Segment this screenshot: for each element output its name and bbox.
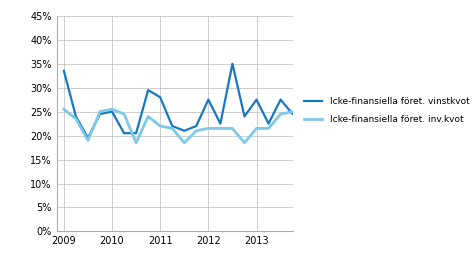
Icke-finansiella föret. inv.kvot <box>109 108 115 111</box>
Icke-finansiella föret. vinstkvot <box>61 69 67 73</box>
Icke-finansiella föret. vinstkvot <box>386 120 392 123</box>
Icke-finansiella föret. vinstkvot <box>314 64 320 68</box>
Line: Icke-finansiella föret. vinstkvot: Icke-finansiella föret. vinstkvot <box>64 64 401 138</box>
Icke-finansiella föret. vinstkvot <box>133 132 139 135</box>
Legend: Icke-finansiella föret. vinstkvot, Icke-finansiella föret. inv.kvot: Icke-finansiella föret. vinstkvot, Icke-… <box>304 97 469 124</box>
Icke-finansiella föret. vinstkvot <box>169 124 175 128</box>
Icke-finansiella föret. inv.kvot <box>97 110 103 113</box>
Icke-finansiella föret. inv.kvot <box>133 141 139 144</box>
Icke-finansiella föret. inv.kvot <box>302 117 308 120</box>
Icke-finansiella föret. vinstkvot <box>218 122 223 125</box>
Icke-finansiella föret. vinstkvot <box>121 132 127 135</box>
Icke-finansiella föret. vinstkvot <box>302 96 308 99</box>
Icke-finansiella föret. inv.kvot <box>181 141 187 144</box>
Icke-finansiella föret. inv.kvot <box>362 127 368 130</box>
Icke-finansiella föret. vinstkvot <box>109 110 115 113</box>
Icke-finansiella föret. vinstkvot <box>145 88 151 92</box>
Icke-finansiella föret. inv.kvot <box>374 117 380 120</box>
Icke-finansiella föret. vinstkvot <box>266 122 271 125</box>
Icke-finansiella föret. inv.kvot <box>85 139 91 142</box>
Icke-finansiella föret. inv.kvot <box>314 124 320 128</box>
Icke-finansiella föret. inv.kvot <box>205 127 211 130</box>
Icke-finansiella föret. vinstkvot <box>157 96 163 99</box>
Icke-finansiella föret. inv.kvot <box>73 117 79 120</box>
Icke-finansiella föret. inv.kvot <box>278 113 283 116</box>
Icke-finansiella föret. vinstkvot <box>229 62 235 65</box>
Icke-finansiella föret. inv.kvot <box>218 127 223 130</box>
Icke-finansiella föret. vinstkvot <box>290 113 295 116</box>
Icke-finansiella föret. inv.kvot <box>229 127 235 130</box>
Line: Icke-finansiella föret. inv.kvot: Icke-finansiella föret. inv.kvot <box>64 109 401 143</box>
Icke-finansiella föret. vinstkvot <box>181 129 187 132</box>
Icke-finansiella föret. vinstkvot <box>97 113 103 116</box>
Icke-finansiella föret. inv.kvot <box>338 124 344 128</box>
Icke-finansiella föret. inv.kvot <box>61 108 67 111</box>
Icke-finansiella föret. vinstkvot <box>398 134 404 137</box>
Icke-finansiella föret. vinstkvot <box>326 117 332 120</box>
Icke-finansiella föret. inv.kvot <box>350 124 356 128</box>
Icke-finansiella föret. inv.kvot <box>157 124 163 128</box>
Icke-finansiella föret. vinstkvot <box>350 108 356 111</box>
Icke-finansiella föret. inv.kvot <box>398 134 404 137</box>
Icke-finansiella föret. vinstkvot <box>85 136 91 140</box>
Icke-finansiella föret. vinstkvot <box>253 98 259 101</box>
Icke-finansiella föret. inv.kvot <box>169 127 175 130</box>
Icke-finansiella föret. inv.kvot <box>145 115 151 118</box>
Icke-finansiella föret. inv.kvot <box>326 134 332 137</box>
Icke-finansiella föret. inv.kvot <box>253 127 259 130</box>
Icke-finansiella föret. vinstkvot <box>374 74 380 77</box>
Icke-finansiella föret. vinstkvot <box>205 98 211 101</box>
Icke-finansiella föret. inv.kvot <box>194 129 199 132</box>
Icke-finansiella föret. inv.kvot <box>386 120 392 123</box>
Icke-finansiella föret. inv.kvot <box>290 110 295 113</box>
Icke-finansiella föret. vinstkvot <box>194 124 199 128</box>
Icke-finansiella föret. vinstkvot <box>278 98 283 101</box>
Icke-finansiella föret. vinstkvot <box>73 115 79 118</box>
Icke-finansiella föret. inv.kvot <box>242 141 247 144</box>
Icke-finansiella föret. inv.kvot <box>266 127 271 130</box>
Icke-finansiella föret. vinstkvot <box>338 122 344 125</box>
Icke-finansiella föret. inv.kvot <box>121 113 127 116</box>
Icke-finansiella föret. vinstkvot <box>362 105 368 108</box>
Icke-finansiella föret. vinstkvot <box>242 115 247 118</box>
